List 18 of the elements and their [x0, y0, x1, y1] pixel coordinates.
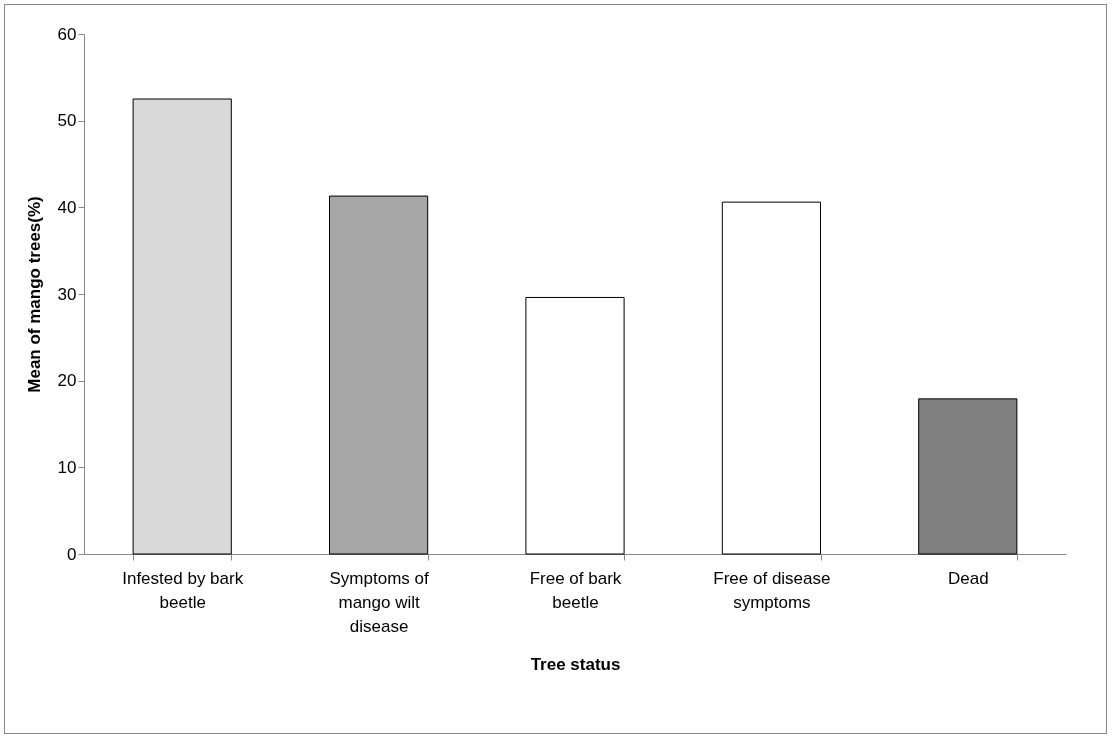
y-tick-label: 20	[57, 371, 77, 391]
y-tick-label: 10	[57, 457, 77, 477]
bar	[721, 201, 821, 555]
bar	[525, 296, 625, 555]
y-tick-label: 30	[57, 284, 77, 304]
x-tick-label: Symptoms of mango wilt disease	[329, 568, 429, 636]
y-tick-label: 0	[67, 544, 77, 564]
y-tick-label: 50	[57, 111, 77, 131]
x-tick-label: Dead	[947, 568, 989, 588]
x-tick-label: Free of disease symptoms	[713, 568, 831, 612]
bar	[329, 195, 429, 555]
y-tick-label: 60	[57, 24, 77, 44]
y-tick-label: 40	[57, 197, 77, 217]
y-axis-title: Mean of mango trees(%)	[24, 196, 44, 393]
x-tick-label: Free of bark beetle	[529, 568, 622, 612]
bar	[132, 98, 232, 555]
x-tick-label: Infested by bark beetle	[122, 568, 244, 612]
x-axis-title: Tree status	[530, 654, 621, 674]
